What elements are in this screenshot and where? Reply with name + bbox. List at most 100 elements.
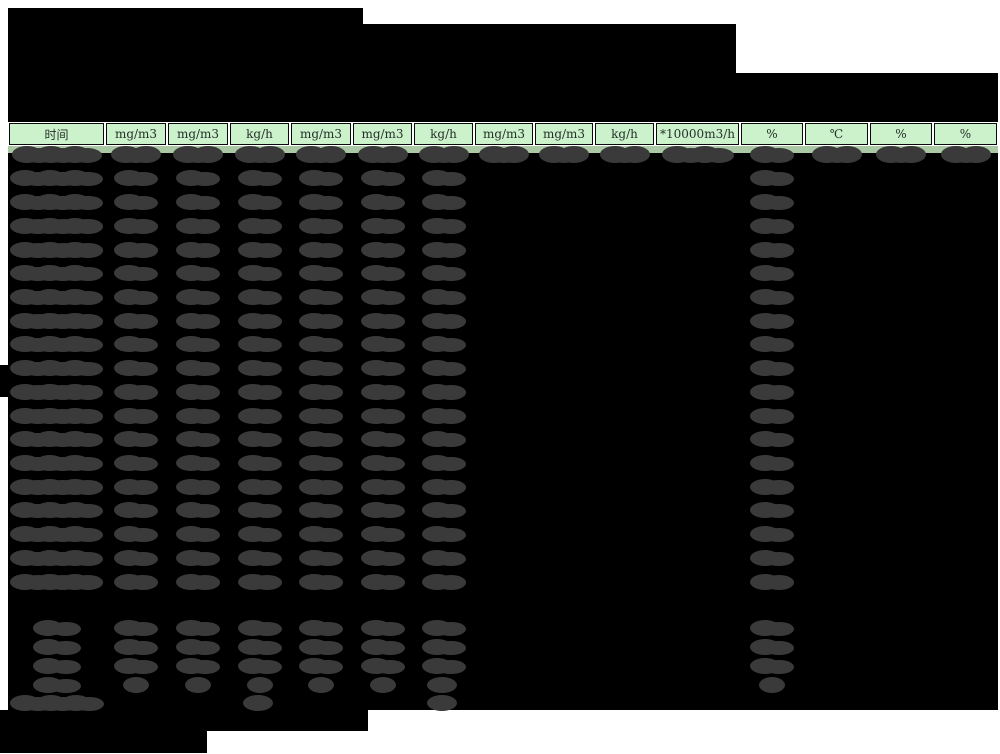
header-cell-14[interactable]: % — [934, 123, 997, 145]
redacted-text-blob — [10, 478, 103, 495]
redacted-text-blob — [114, 194, 158, 211]
redacted-text-blob — [421, 526, 466, 543]
redacted-text-blob — [299, 241, 343, 258]
table-body-background — [8, 146, 998, 710]
redacted-text-blob — [114, 360, 158, 377]
redacted-text-blob — [10, 170, 103, 187]
redacted-text-blob — [750, 289, 794, 305]
redacted-text-blob — [421, 217, 466, 234]
header-cell-5[interactable]: mg/m3 — [353, 123, 412, 145]
redacted-text-blob — [176, 658, 220, 674]
redacted-text-blob — [237, 360, 282, 377]
redacted-left-edge-tab — [0, 365, 8, 397]
redacted-text-blob — [114, 573, 158, 590]
redacted-text-blob — [237, 383, 282, 400]
redacted-text-blob — [114, 455, 158, 472]
header-cell-12[interactable]: ℃ — [805, 123, 868, 145]
redacted-text-blob — [10, 502, 103, 519]
redacted-text-blob — [242, 695, 277, 711]
header-cell-7[interactable]: mg/m3 — [475, 123, 533, 145]
redacted-text-blob — [750, 383, 794, 400]
redacted-text-blob — [308, 677, 334, 693]
header-cell-10[interactable]: *10000m3/h — [656, 123, 739, 145]
header-cell-0[interactable]: 时间 — [9, 123, 104, 145]
redacted-text-blob — [360, 549, 405, 566]
redacted-text-blob — [421, 502, 466, 519]
redacted-text-blob — [185, 677, 211, 693]
redacted-text-blob — [421, 620, 466, 636]
redacted-text-blob — [299, 431, 343, 448]
redacted-text-blob — [299, 639, 343, 655]
redacted-text-blob — [360, 312, 405, 329]
redacted-text-blob — [299, 658, 343, 674]
redacted-text-blob — [299, 336, 343, 353]
redacted-text-blob — [114, 383, 158, 400]
redacted-text-blob — [237, 431, 282, 448]
redacted-text-blob — [114, 217, 158, 234]
redacted-text-blob — [114, 312, 158, 329]
redacted-text-blob — [750, 241, 794, 258]
redacted-text-blob — [10, 573, 103, 590]
redacted-text-blob — [234, 146, 285, 163]
redacted-text-blob — [418, 146, 469, 163]
redacted-text-blob — [176, 383, 220, 400]
header-cell-11[interactable]: % — [741, 123, 803, 145]
redacted-text-blob — [176, 620, 220, 636]
redacted-text-blob — [10, 289, 103, 305]
redacted-text-blob — [421, 170, 466, 187]
redacted-text-blob — [426, 695, 461, 711]
redacted-bottom-extension — [0, 710, 368, 731]
redacted-text-blob — [299, 360, 343, 377]
redacted-text-blob — [750, 146, 794, 163]
redacted-text-blob — [750, 336, 794, 353]
redacted-text-blob — [114, 639, 158, 655]
redacted-text-blob — [10, 265, 103, 282]
header-cell-4[interactable]: mg/m3 — [291, 123, 351, 145]
redacted-text-blob — [296, 146, 346, 163]
redacted-text-blob — [176, 194, 220, 211]
redacted-text-blob — [10, 360, 103, 377]
redacted-text-blob — [759, 677, 785, 693]
redacted-text-blob — [114, 265, 158, 282]
header-cell-2[interactable]: mg/m3 — [168, 123, 228, 145]
redacted-text-blob — [421, 265, 466, 282]
header-cell-3[interactable]: kg/h — [230, 123, 289, 145]
redacted-text-blob — [421, 383, 466, 400]
redacted-text-blob — [750, 312, 794, 329]
header-cell-8[interactable]: mg/m3 — [535, 123, 593, 145]
redacted-text-blob — [750, 360, 794, 377]
redacted-text-blob — [421, 549, 466, 566]
redacted-text-blob — [360, 658, 405, 674]
header-cell-9[interactable]: kg/h — [595, 123, 654, 145]
redacted-text-blob — [237, 407, 282, 424]
redacted-text-blob — [421, 289, 466, 305]
header-cell-1[interactable]: mg/m3 — [106, 123, 166, 145]
redacted-text-blob — [539, 146, 589, 163]
redacted-text-blob — [750, 658, 794, 674]
redacted-text-blob — [237, 312, 282, 329]
redacted-text-blob — [176, 573, 220, 590]
redacted-text-blob — [299, 502, 343, 519]
header-cell-6[interactable]: kg/h — [414, 123, 473, 145]
redacted-text-blob — [421, 241, 466, 258]
redacted-text-blob — [237, 336, 282, 353]
redacted-text-blob — [750, 478, 794, 495]
redacted-text-blob — [299, 478, 343, 495]
redacted-text-blob — [32, 639, 81, 655]
redacted-text-blob — [10, 549, 103, 566]
redacted-text-blob — [479, 146, 529, 163]
redacted-text-blob — [176, 336, 220, 353]
redacted-text-blob — [299, 383, 343, 400]
header-cell-13[interactable]: % — [870, 123, 932, 145]
redacted-text-blob — [10, 241, 103, 258]
redacted-text-blob — [176, 549, 220, 566]
redacted-text-blob — [360, 336, 405, 353]
redacted-text-blob — [750, 217, 794, 234]
redacted-text-blob — [237, 455, 282, 472]
redacted-text-blob — [421, 407, 466, 424]
redacted-text-blob — [750, 194, 794, 211]
redacted-text-blob — [10, 312, 103, 329]
redacted-text-blob — [10, 217, 103, 234]
redacted-text-blob — [299, 549, 343, 566]
